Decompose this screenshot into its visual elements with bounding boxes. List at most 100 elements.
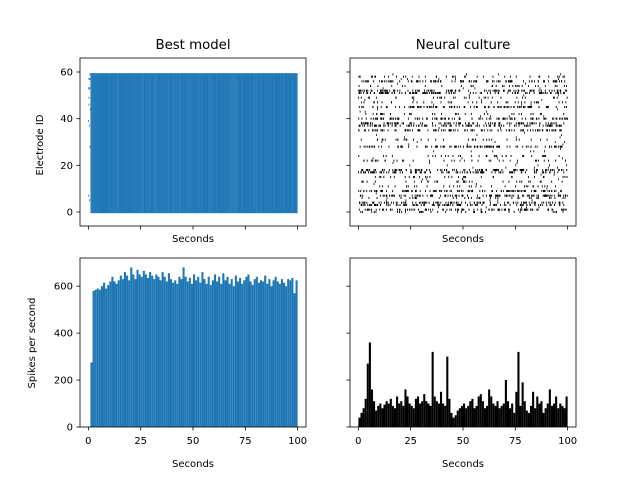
neural-culture-xlabel: Seconds xyxy=(442,234,484,245)
histogram-bar xyxy=(128,280,131,427)
histogram-bar xyxy=(259,280,263,427)
histogram-bar xyxy=(119,275,122,427)
histogram-bar xyxy=(188,277,191,427)
histogram-bar xyxy=(406,396,409,427)
histogram-bar xyxy=(425,401,428,427)
histogram-bar xyxy=(534,408,537,427)
histogram-bar xyxy=(542,412,545,427)
histogram-bar xyxy=(180,279,183,427)
histogram-bar xyxy=(538,403,541,427)
histogram-bar xyxy=(174,280,177,427)
histogram-bar xyxy=(94,289,97,427)
best-model-hist-xlabel: Seconds xyxy=(172,459,214,470)
x-tick-label: 100 xyxy=(288,436,307,447)
histogram-bar xyxy=(362,408,365,427)
histogram-bar xyxy=(552,403,556,427)
best-model-title: Best model xyxy=(155,38,230,53)
histogram-bar xyxy=(144,274,147,427)
histogram-bar xyxy=(109,281,112,427)
x-tick-label: 0 xyxy=(355,436,361,447)
histogram-bar xyxy=(458,408,461,427)
histogram-bar xyxy=(161,272,164,427)
histogram-bar xyxy=(176,283,179,427)
histogram-bar xyxy=(368,342,371,427)
best-model-histogram-bars xyxy=(88,267,298,427)
histogram-bar xyxy=(262,281,265,427)
histogram-bar xyxy=(513,412,516,427)
histogram-bar xyxy=(218,276,221,427)
histogram-bar xyxy=(565,396,568,427)
histogram-bar xyxy=(396,396,399,427)
histogram-bar xyxy=(169,279,173,427)
histogram-bar xyxy=(226,276,229,427)
histogram-bar xyxy=(172,282,175,427)
histogram-bar xyxy=(467,405,470,427)
histogram-bar xyxy=(452,417,455,427)
histogram-bar xyxy=(559,403,562,427)
histogram-bar xyxy=(230,279,233,427)
histogram-bar xyxy=(500,405,503,427)
histogram-bar xyxy=(454,415,457,427)
histogram-bar xyxy=(140,276,143,427)
histogram-bar xyxy=(557,408,560,427)
histogram-bar xyxy=(469,401,472,427)
histogram-bar xyxy=(486,405,489,427)
histogram-bar xyxy=(498,408,501,427)
histogram-bar xyxy=(253,279,256,427)
histogram-bar xyxy=(280,279,283,427)
histogram-bar xyxy=(360,412,363,427)
histogram-bar xyxy=(146,277,150,427)
histogram-bar xyxy=(216,281,219,427)
x-tick-label: 75 xyxy=(509,436,522,447)
histogram-bar xyxy=(379,403,382,427)
best-model-axes: 0 20 40 60 xyxy=(60,57,307,230)
histogram-bar xyxy=(377,405,380,427)
histogram-bar xyxy=(366,363,369,427)
y-tick-label: 60 xyxy=(60,68,73,79)
histogram-bar xyxy=(442,403,445,427)
histogram-bar xyxy=(293,293,296,427)
histogram-bar xyxy=(540,401,543,427)
histogram-bar xyxy=(234,275,237,427)
histogram-bar xyxy=(364,398,367,427)
y-tick-label: 20 xyxy=(60,161,73,172)
histogram-bar xyxy=(550,405,553,427)
histogram-bar xyxy=(178,276,181,427)
histogram-bar xyxy=(142,270,145,427)
histogram-bar xyxy=(515,391,518,427)
histogram-bar xyxy=(506,401,510,427)
histogram-bar xyxy=(358,417,361,427)
histogram-bar xyxy=(465,408,468,427)
histogram-bar xyxy=(475,405,478,427)
x-tick-label: 75 xyxy=(239,436,252,447)
histogram-bar xyxy=(163,276,166,427)
histogram-bar xyxy=(264,275,267,427)
histogram-bar xyxy=(126,275,129,427)
histogram-bar xyxy=(209,284,212,427)
histogram-bar xyxy=(387,403,390,427)
neural-culture-raster-marks xyxy=(357,73,568,214)
histogram-bar xyxy=(222,273,225,427)
histogram-bar xyxy=(257,282,260,427)
histogram-bar xyxy=(381,408,384,427)
histogram-bar xyxy=(517,351,520,427)
histogram-bar xyxy=(132,274,135,427)
histogram-bar xyxy=(138,274,141,427)
histogram-bar xyxy=(544,408,547,427)
histogram-bar xyxy=(121,279,124,427)
histogram-bar xyxy=(529,405,533,427)
histogram-bar xyxy=(479,394,482,427)
histogram-bar xyxy=(155,274,158,427)
histogram-bar xyxy=(182,267,185,427)
histogram-bar xyxy=(270,286,273,427)
histogram-bar xyxy=(481,401,484,427)
best-model-ylabel: Electrode ID xyxy=(35,114,46,175)
histogram-bar xyxy=(149,272,152,427)
histogram-bar xyxy=(282,282,286,427)
histogram-bar xyxy=(483,408,487,427)
histogram-bar xyxy=(370,389,374,427)
histogram-bar xyxy=(373,401,376,427)
histogram-bar xyxy=(393,408,397,427)
histogram-bar xyxy=(96,288,99,427)
